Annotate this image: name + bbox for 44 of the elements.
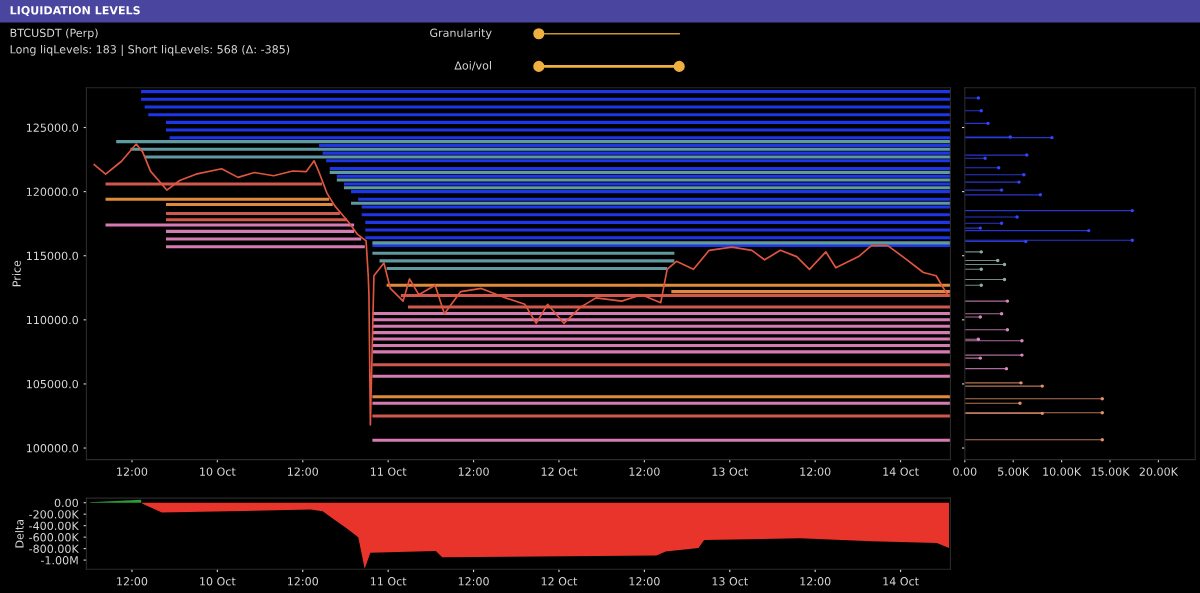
y-tick-label: 125000.0 [26,123,79,132]
x-tick-label: 20.00K [1139,467,1179,476]
x-tick-label: 10 Oct [200,467,236,476]
text: Long liqLevels: 183 | Short liqLevels: 568 (Δ: -385) [10,44,290,56]
x-tick-label: 12:00 [629,577,660,586]
x-tick-label: 12:00 [287,467,319,476]
x-tick-label: 12 Oct [541,467,578,476]
x-tick-label: 14 Oct [883,467,919,476]
x-tick-label: 12:00 [117,577,148,586]
y-tick-label: 115000.0 [26,251,79,261]
x-tick-label: 12:00 [800,577,831,586]
text: Δoi/vol [454,61,491,71]
x-tick-label: 12:00 [458,577,489,586]
y-tick-label: -800.00K [29,544,79,553]
x-tick-label: 0.00 [953,467,977,476]
chart-subtitle: BTCUSDT (Perp) [10,28,98,40]
y-tick-label: -200.00K [29,510,79,519]
x-tick-label: 12:00 [458,467,489,476]
y-tick-label: -400.00K [29,521,79,531]
x-tick-label: 12 Oct [541,577,578,586]
x-tick-label: 12:00 [800,467,831,476]
y-tick-label: 0.00 [54,498,79,508]
x-tick-label: 11 Oct [370,577,407,586]
x-tick-label: 12:00 [287,577,319,586]
x-tick-label: 10 Oct [200,577,236,586]
y-axis-title: Delta [15,519,24,548]
y-tick-label: 100000.0 [26,444,79,453]
y-tick-label: -1.00M [40,556,78,565]
y-tick-label: -600.00K [29,533,79,542]
y-tick-label: 110000.0 [26,315,79,325]
x-tick-label: 13 Oct [712,577,748,586]
x-tick-label: 12:00 [117,467,148,476]
x-tick-label: 10.00K [1043,467,1082,476]
y-tick-label: 120000.0 [26,187,79,196]
x-tick-label: 13 Oct [712,467,748,476]
y-tick-label: 105000.0 [26,379,79,389]
chart-title: LIQUIDATION LEVELS [10,6,140,16]
x-tick-label: 14 Oct [883,577,919,586]
x-tick-label: 15.00K [1091,467,1130,476]
text: Granularity [430,28,492,40]
x-tick-label: 12:00 [629,467,660,476]
y-axis-title: Price [12,260,21,287]
x-tick-label: 5.00K [998,467,1030,476]
x-tick-label: 11 Oct [370,467,407,476]
